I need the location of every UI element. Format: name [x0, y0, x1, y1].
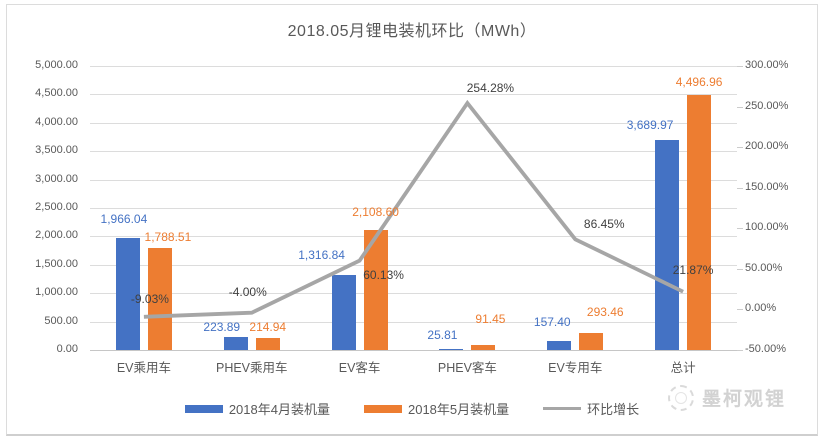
value-label-april: 1,966.04 [100, 212, 148, 227]
bar-may-3 [363, 230, 388, 350]
bar-april-2 [223, 337, 248, 350]
right-axis-tick-mark [737, 187, 743, 189]
watermark-text: 墨柯观锂 [702, 389, 787, 410]
y-axis-tick-left: 3,500.00 [35, 144, 78, 157]
y-axis-tick-right: 150.00% [745, 180, 789, 193]
x-axis-label: 总计 [670, 361, 696, 375]
y-axis-tick-left: 2,000.00 [35, 229, 78, 242]
bar-april-4 [439, 348, 464, 350]
growth-line [143, 99, 684, 319]
chart-title: 2018.05月锂电装机环比（MWh） [287, 23, 537, 40]
y-axis-tick-left: 3,000.00 [35, 172, 78, 185]
y-axis-tick-right: 200.00% [745, 140, 789, 153]
x-axis-label: EV专用车 [548, 361, 603, 375]
y-axis-tick-right: 0.00% [745, 302, 777, 315]
growth-percent-label: 21.87% [672, 262, 714, 277]
legend-swatch-icon [184, 404, 223, 413]
y-axis-tick-left: 1,500.00 [35, 257, 78, 270]
bar-may-4 [471, 344, 496, 350]
legend-item-2: 2018年5月装机量 [363, 399, 510, 418]
value-label-april: 223.89 [203, 320, 241, 335]
x-axis-label: EV客车 [338, 361, 381, 375]
bar-may-6 [687, 94, 712, 350]
y-axis-tick-right: -50.00% [745, 343, 786, 355]
gridline [90, 179, 737, 181]
y-axis-tick-left: 500.00 [44, 314, 78, 327]
legend-swatch-icon [543, 406, 582, 411]
x-axis-label: PHEV乘用车 [215, 361, 288, 375]
value-label-april: 1,316.84 [298, 248, 345, 263]
growth-percent-label: 254.28% [466, 81, 515, 96]
right-axis-tick-mark [737, 106, 743, 108]
gridline [90, 321, 737, 323]
value-label-april: 25.81 [427, 327, 458, 342]
value-label-may: 293.46 [586, 305, 624, 320]
gridline [90, 293, 737, 295]
bar-april-5 [547, 341, 572, 350]
gridline [90, 66, 737, 67]
gridline [90, 264, 737, 266]
value-label-may: 91.45 [475, 311, 506, 326]
x-axis-label: PHEV客车 [437, 361, 497, 375]
gridline [90, 350, 737, 351]
right-axis-tick-mark [737, 309, 743, 311]
gridline [90, 94, 737, 96]
bar-may-2 [255, 337, 280, 350]
growth-percent-label: -9.03% [130, 291, 169, 306]
y-axis-tick-left: 1,000.00 [35, 286, 78, 299]
legend-swatch-icon [363, 404, 402, 413]
growth-percent-label: 86.45% [583, 217, 625, 232]
right-axis-tick-mark [737, 228, 743, 230]
growth-percent-label: 60.13% [363, 267, 404, 282]
value-label-may: 214.94 [249, 319, 287, 334]
value-label-may: 2,108.60 [352, 205, 399, 220]
gridline [90, 208, 737, 209]
y-axis-tick-right: 250.00% [745, 99, 789, 112]
legend-label: 环比增长 [587, 402, 640, 417]
bar-april-6 [655, 140, 680, 350]
y-axis-tick-right: 300.00% [745, 59, 789, 71]
value-label-april: 3,689.97 [626, 118, 674, 133]
bar-may-5 [579, 333, 604, 350]
growth-percent-label: -4.00% [228, 284, 267, 299]
y-axis-tick-right: 100.00% [745, 221, 789, 234]
bar-april-1 [115, 238, 140, 350]
y-axis-tick-left: 4,500.00 [35, 87, 78, 100]
legend-item-3: 环比增长 [543, 399, 639, 418]
y-axis-tick-left: 0.00 [56, 343, 78, 355]
value-label-may: 1,788.51 [144, 230, 192, 245]
legend-label: 2018年4月装机量 [228, 402, 330, 417]
y-axis-tick-left: 5,000.00 [35, 59, 78, 71]
moke-logo-icon [668, 384, 694, 411]
right-axis-tick-mark [737, 350, 743, 351]
x-axis-label: EV乘用车 [116, 361, 171, 375]
value-label-may: 4,496.96 [675, 74, 723, 89]
watermark: 墨柯观锂 [668, 384, 786, 411]
right-axis-tick-mark [737, 147, 743, 149]
value-label-april: 157.40 [533, 315, 571, 330]
right-axis-tick-mark [737, 268, 743, 270]
y-axis-tick-left: 2,500.00 [35, 201, 78, 213]
legend-item-1: 2018年4月装机量 [184, 399, 330, 418]
bar-april-3 [331, 275, 356, 350]
y-axis-tick-right: 50.00% [745, 261, 783, 274]
y-axis-tick-left: 4,000.00 [35, 115, 78, 128]
gridline [90, 151, 737, 153]
legend-label: 2018年5月装机量 [407, 402, 510, 417]
chart-legend: 2018年4月装机量 2018年5月装机量 环比增长 [0, 399, 824, 418]
right-axis-tick-mark [737, 66, 743, 67]
